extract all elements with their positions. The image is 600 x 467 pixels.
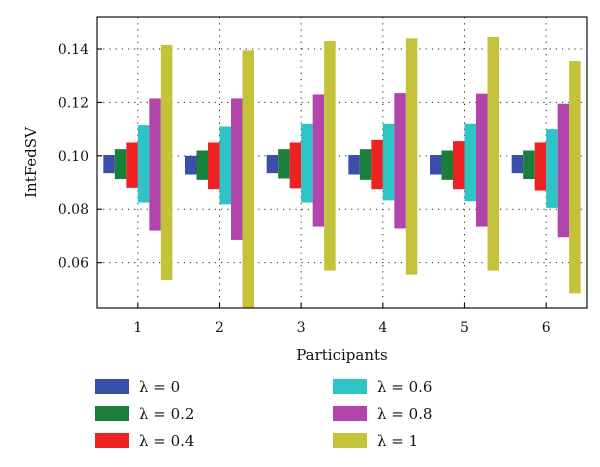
- legend-label: λ = 0.4: [139, 432, 194, 450]
- bar: [231, 98, 243, 240]
- bar: [137, 125, 150, 203]
- legend-item: λ = 0.8: [333, 405, 432, 423]
- plot-frame: [96, 16, 588, 309]
- bar: [160, 45, 173, 280]
- bar: [557, 103, 570, 238]
- legend-label: λ = 0.2: [139, 405, 194, 423]
- x-tick-label: 1: [133, 320, 142, 336]
- bar: [266, 155, 279, 174]
- bar: [103, 155, 115, 174]
- bar: [114, 149, 127, 180]
- bar: [487, 37, 499, 271]
- bar: [453, 141, 465, 190]
- legend-swatch: [333, 433, 367, 448]
- bar: [242, 50, 254, 309]
- bar: [126, 142, 138, 188]
- bar: [405, 38, 418, 275]
- bar: [359, 149, 372, 180]
- bar: [301, 123, 313, 203]
- bar: [394, 93, 406, 229]
- bar: [441, 150, 453, 180]
- bar: [208, 142, 220, 190]
- bar: [219, 126, 231, 205]
- grid: [97, 17, 587, 308]
- legend-item: λ = 0: [95, 378, 180, 396]
- legend-item: λ = 1: [333, 432, 418, 450]
- y-tick-label: 0.06: [58, 256, 89, 272]
- bar: [534, 142, 547, 191]
- legend-label: λ = 0: [139, 378, 180, 396]
- bar: [464, 123, 476, 202]
- bars: [103, 37, 581, 309]
- y-tick-label: 0.10: [58, 149, 89, 165]
- x-tick-label: 5: [460, 320, 469, 336]
- bar: [382, 123, 395, 201]
- x-tick-label: 3: [297, 320, 306, 336]
- bar: [523, 150, 535, 180]
- y-tick-label: 0.14: [58, 42, 89, 58]
- bar: [312, 94, 325, 227]
- legend-item: λ = 0.2: [95, 405, 194, 423]
- bar: [149, 98, 161, 231]
- bar: [476, 93, 488, 227]
- bar: [289, 142, 302, 189]
- bar: [196, 150, 208, 180]
- legend-label: λ = 1: [377, 432, 418, 450]
- legend-label: λ = 0.8: [377, 405, 432, 423]
- bar: [546, 129, 558, 208]
- legend-swatch: [333, 379, 367, 394]
- bar: [371, 139, 383, 190]
- y-axis-label: IntFedSV: [22, 126, 40, 198]
- legend-swatch: [95, 433, 129, 448]
- legend: λ = 0 λ = 0.2 λ = 0.4 λ = 0.6 λ = 0.8 λ = 1: [95, 378, 432, 450]
- bar: [511, 155, 524, 174]
- legend-item: λ = 0.4: [95, 432, 194, 450]
- legend-swatch: [333, 406, 367, 421]
- x-tick-label: 4: [378, 320, 387, 336]
- y-tick-label: 0.12: [58, 95, 89, 111]
- bar: [569, 61, 581, 294]
- legend-swatch: [95, 379, 129, 394]
- legend-label: λ = 0.6: [377, 378, 432, 396]
- x-tick-label: 2: [215, 320, 224, 336]
- x-tick-label: 6: [542, 320, 551, 336]
- legend-swatch: [95, 406, 129, 421]
- bar: [430, 155, 442, 175]
- y-tick-label: 0.08: [58, 202, 89, 218]
- bar: [324, 41, 336, 271]
- legend-item: λ = 0.6: [333, 378, 432, 396]
- bar: [185, 155, 197, 175]
- bar: [278, 149, 290, 179]
- x-axis-label: Participants: [296, 346, 388, 364]
- axis-ticks: 0.06 0.08 0.10 0.12 0.14 1 2 3 4 5 6: [58, 42, 551, 336]
- bar: [348, 155, 360, 175]
